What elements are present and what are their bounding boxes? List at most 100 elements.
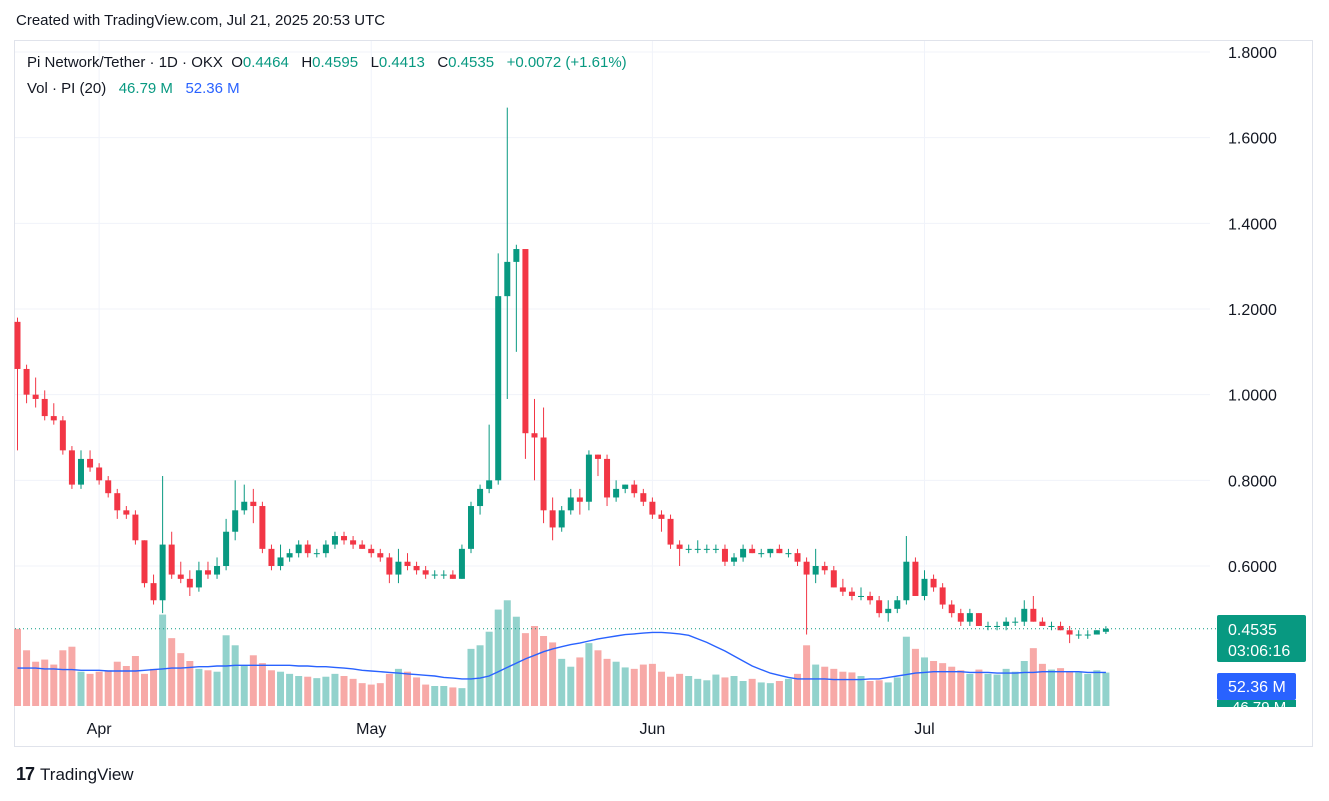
volume-bar [966,673,974,706]
volume-bar [1093,670,1101,706]
volume-bar [739,681,747,706]
volume-bar [131,656,139,706]
volume-bar [177,653,185,706]
candle-body [14,321,21,369]
candle-body [413,566,420,571]
candle-body [948,604,955,614]
volume-bar [893,677,901,706]
candle-body [957,613,964,622]
candle-body [177,574,184,579]
high-value: 0.4595 [312,54,359,71]
candle-body [114,493,121,511]
low-value: 0.4413 [378,54,425,71]
candle-body [540,437,547,511]
candle-body [77,458,84,485]
volume-bar [911,648,919,706]
candle-body [23,368,30,395]
volume-bar [848,672,856,706]
candle-body [477,488,484,507]
candle-body [721,548,728,562]
candle-body [921,578,928,596]
volume-bar [1011,671,1019,706]
volume-bar [1066,671,1074,706]
volume-bar [875,680,883,706]
candle-body [740,548,747,558]
price-tick-label: 0.8000 [1228,473,1277,490]
volume-bar [458,688,466,706]
volume-bar [866,681,874,706]
volume-bar [921,657,928,706]
candle-body [1030,608,1037,622]
volume-bar [277,671,285,706]
candle-body [331,536,338,545]
chart-frame[interactable] [14,40,1313,747]
price-tick-label: 0.6000 [1228,559,1277,576]
volume-bar [512,616,520,706]
volume-bar [59,650,67,706]
candle-body [984,625,991,627]
volume-legend: Vol · PI (20) 46.79 M 52.36 M [27,80,240,97]
candle-body [377,553,384,558]
volume-bar [612,661,620,706]
volume-bar [331,673,339,706]
volume-bar [404,671,412,706]
close-value: 0.4535 [448,54,495,71]
volume-bar [821,666,829,706]
volume-bar [349,678,357,706]
candle-body [359,544,366,549]
candle-body [749,548,756,554]
candle-body [839,587,846,592]
price-tick-label: 1.2000 [1228,302,1277,319]
volume-bar [122,666,130,706]
candle-body [295,544,302,554]
candle-body [1003,621,1010,626]
volume-bar [95,671,103,706]
volume-bar [766,683,774,706]
close-label: C [437,54,449,71]
volume-bar [113,661,121,706]
volume-bar [503,600,511,706]
candle-body [821,566,828,571]
volume-bar [703,680,711,706]
candle-body [504,261,511,297]
grid-lines [15,41,1210,706]
volume-bar [313,678,321,706]
time-tick-label: Jul [914,721,934,738]
tradingview-logo[interactable]: 17 TradingView [16,764,134,785]
price-candles [14,107,1109,644]
candle-body [458,548,465,579]
volume-bar [104,670,112,706]
volume-bar [839,671,847,706]
candle-body [313,553,320,555]
volume-bar [186,661,194,706]
candle-body [486,480,493,489]
candle-body [1021,608,1028,622]
volume-bar [440,686,448,706]
candle-body [1084,634,1091,636]
candle-body [567,497,574,511]
volume-bar [431,686,439,706]
volume-bar [367,684,375,706]
candle-body [1048,625,1055,627]
volume-bar [1084,673,1092,706]
candle-body [513,249,520,262]
candle-body [1075,634,1082,636]
volume-bar [422,684,430,706]
candle-body [168,544,175,575]
volume-bar [449,687,457,706]
volume-bar [385,673,393,706]
candle-body [930,578,937,588]
candle-body [304,544,311,554]
volume-bar [521,633,529,706]
volume-bar [222,635,230,706]
candle-body [277,557,284,566]
volume-bar [567,666,575,706]
candle-body [685,548,692,550]
candle-body [232,510,239,532]
volume-bar [50,664,58,706]
volume-label: Vol · PI (20) [27,80,107,97]
candle-body [404,561,411,566]
candle-body [495,296,502,481]
candle-body [1012,621,1019,623]
